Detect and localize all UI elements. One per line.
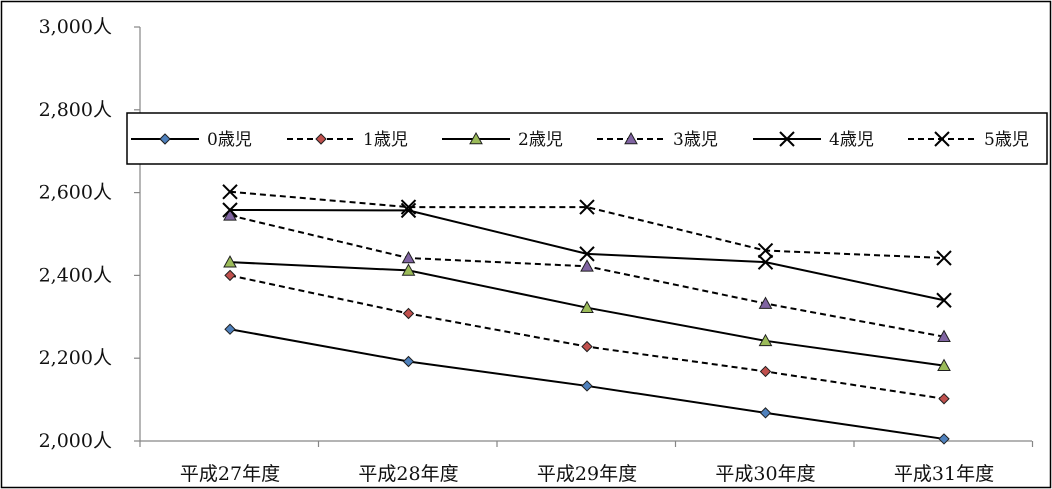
- legend-marker: [159, 133, 171, 145]
- data-point: [938, 393, 950, 405]
- data-point: [579, 199, 595, 215]
- data-point: [937, 358, 951, 371]
- x-marker-stroke: [936, 250, 952, 266]
- x-tick-label: 平成29年度: [537, 463, 637, 485]
- legend-label: 1歳児: [363, 130, 408, 150]
- data-point: [222, 202, 238, 218]
- data-point: [757, 242, 774, 259]
- legend-label: 4歳児: [829, 130, 874, 150]
- data-point: [581, 340, 593, 353]
- legend-marker: [934, 131, 950, 147]
- legend-entry: 3歳児: [597, 130, 718, 150]
- legend-label: 0歳児: [207, 130, 252, 150]
- legend-marker: [779, 131, 795, 147]
- x-marker-stroke: [579, 246, 595, 262]
- y-tick-label: 2,800人: [39, 99, 112, 121]
- x-marker-stroke: [222, 202, 238, 218]
- series-1: [224, 269, 950, 405]
- series-5: [222, 184, 952, 266]
- legend: 0歳児 1歳児 2歳児 3歳児 4歳児 5歳児: [126, 112, 1048, 165]
- legend-marker: [469, 131, 483, 145]
- x-marker-stroke: [936, 292, 952, 308]
- data-point: [401, 263, 416, 276]
- data-point: [223, 255, 237, 268]
- series-2: [223, 255, 951, 371]
- legend-entry: 0歳児: [131, 130, 252, 150]
- legend-entry: 4歳児: [753, 130, 874, 150]
- y-tick-label: 2,200人: [39, 347, 112, 369]
- x-tick-label: 平成27年度: [180, 463, 280, 485]
- data-point: [759, 365, 772, 378]
- legend-entry: 1歳児: [287, 130, 408, 150]
- legend-label: 5歳児: [984, 130, 1029, 150]
- y-tick-label: 3,000人: [39, 16, 112, 38]
- series-line: [229, 214, 945, 338]
- legend-label: 3歳児: [673, 130, 718, 150]
- y-tick-label: 2,600人: [39, 182, 112, 204]
- x-marker-stroke: [757, 254, 774, 270]
- data-point: [938, 433, 950, 445]
- x-marker-stroke: [757, 242, 774, 259]
- series-line: [229, 190, 945, 260]
- data-point: [579, 246, 595, 262]
- x-marker-stroke: [934, 131, 950, 147]
- data-point: [223, 208, 237, 221]
- data-point: [402, 307, 415, 320]
- legend-marker: [624, 131, 638, 145]
- data-point: [401, 250, 416, 264]
- x-marker-stroke: [779, 131, 795, 147]
- data-point: [936, 250, 952, 266]
- y-tick-label: 2,000人: [39, 430, 112, 452]
- data-point: [402, 355, 415, 368]
- x-marker-stroke: [579, 199, 595, 215]
- y-tick-label: 2,400人: [39, 264, 112, 286]
- x-tick-label: 平成28年度: [358, 463, 458, 485]
- x-tick-label: 平成30年度: [715, 463, 815, 485]
- data-point: [222, 184, 238, 200]
- series-3: [223, 208, 951, 342]
- x-tick-label: 平成31年度: [894, 463, 994, 485]
- data-point: [936, 292, 952, 308]
- legend-entry: 5歳児: [908, 130, 1029, 150]
- series-4: [222, 202, 952, 308]
- data-point: [224, 269, 236, 282]
- x-marker-stroke: [222, 184, 238, 200]
- data-point: [757, 254, 774, 270]
- legend-label: 2歳児: [518, 130, 563, 150]
- legend-marker: [315, 133, 327, 145]
- x-marker-stroke: [400, 202, 417, 219]
- data-point: [758, 296, 773, 309]
- data-point: [758, 333, 773, 347]
- series-0: [224, 323, 950, 445]
- data-point: [580, 300, 594, 313]
- x-marker-stroke: [400, 199, 417, 215]
- data-point: [224, 323, 236, 335]
- legend-entry: 2歳児: [442, 130, 563, 150]
- data-point: [581, 380, 593, 392]
- data-point: [580, 259, 594, 272]
- data-point: [400, 199, 417, 215]
- data-point: [937, 329, 951, 342]
- data-point: [759, 407, 772, 419]
- legend-box: [126, 112, 1048, 165]
